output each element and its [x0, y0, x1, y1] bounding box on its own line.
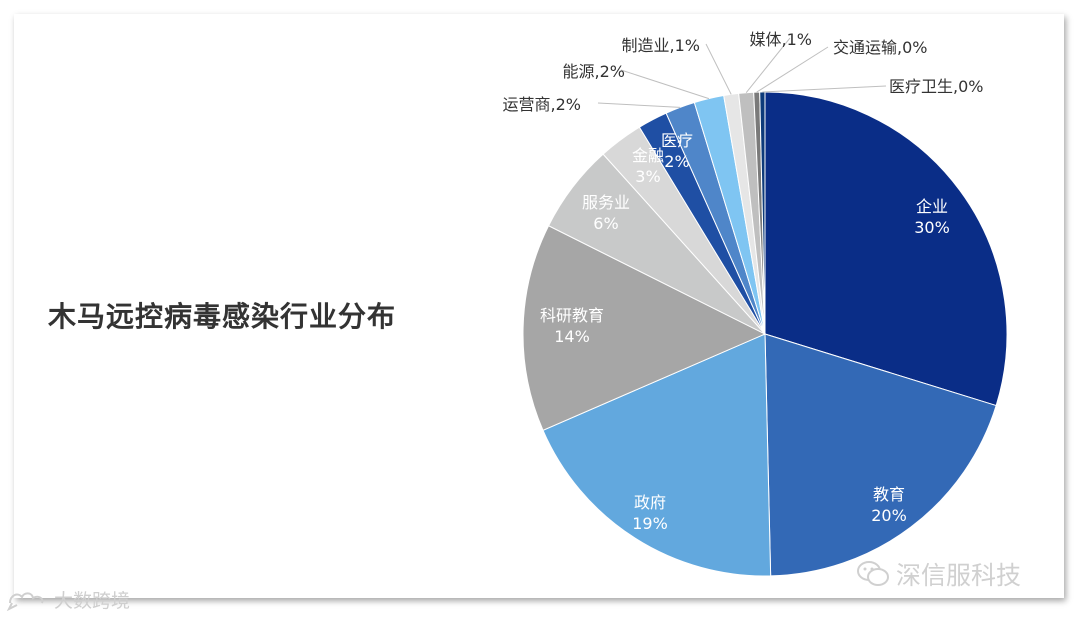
slice-label: 交通运输,0% — [833, 38, 927, 57]
watermark-left: 大数跨境 — [6, 586, 130, 613]
pie-slices — [522, 91, 1008, 577]
slice-label: 医疗 2% — [661, 131, 693, 171]
leader-line — [756, 46, 829, 93]
slice-label: 服务业 6% — [582, 193, 630, 233]
slice-label: 政府 19% — [632, 493, 668, 533]
slice-label: 能源,2% — [563, 62, 625, 81]
leader-line — [762, 85, 887, 93]
slice-label: 教育 20% — [871, 485, 907, 525]
pie-slice — [522, 225, 767, 431]
slice-label: 企业 30% — [914, 197, 950, 237]
slice-label: 制造业,1% — [622, 36, 700, 55]
slice-label: 媒体,1% — [750, 30, 812, 49]
slice-label: 科研教育 14% — [540, 306, 604, 346]
leader-line — [745, 37, 791, 94]
leader-line — [597, 102, 681, 108]
slice-label: 运营商,2% — [503, 95, 581, 114]
watermark-left-text: 大数跨境 — [54, 590, 131, 612]
wechat-icon — [857, 561, 889, 586]
slice-label: 医疗卫生,0% — [889, 77, 983, 96]
chat-bubble-icon — [6, 591, 44, 611]
leader-line — [705, 43, 732, 95]
pie-slice — [764, 333, 997, 577]
chart-title: 木马远控病毒感染行业分布 — [48, 300, 397, 333]
pie-labels: 企业 30% 教育 20% 政府 19% 科研教育 14% 服务业 6%金融 3%医疗 2% 运营商,2… — [503, 30, 984, 533]
pie-slice — [542, 333, 772, 577]
leader-line — [620, 69, 710, 100]
slice-label: 金融 3% — [632, 146, 664, 186]
watermark-right: 深信服科技 — [856, 556, 1021, 592]
watermark-right-text: 深信服科技 — [896, 561, 1022, 590]
pie-slice — [764, 91, 1008, 407]
